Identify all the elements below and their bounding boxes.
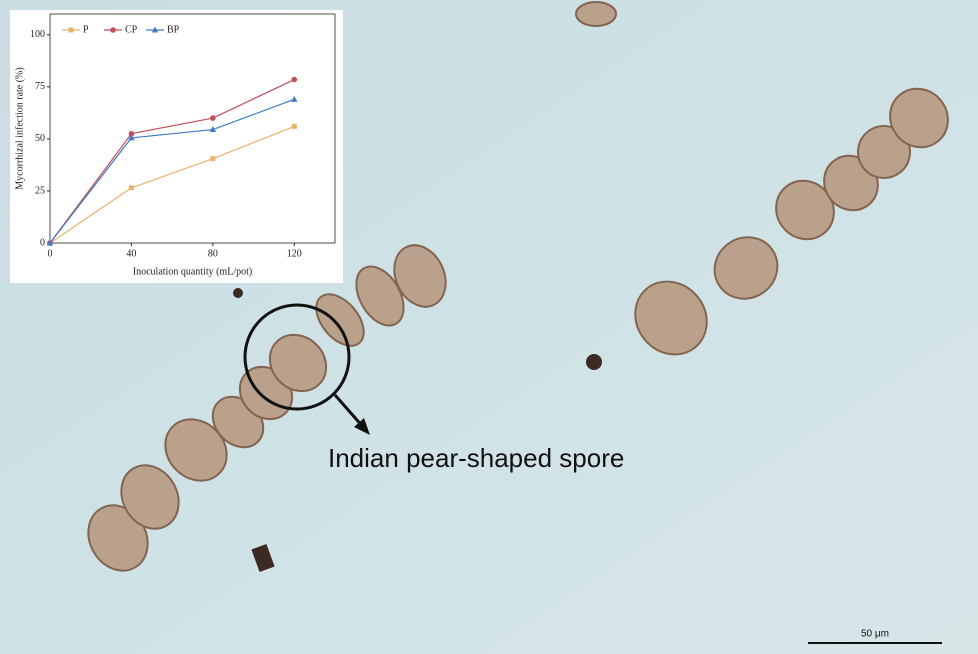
annotation: Indian pear-shaped spore (328, 443, 624, 473)
y-tick-label: 50 (35, 133, 45, 144)
data-point (129, 185, 134, 190)
y-tick-label: 0 (40, 237, 45, 248)
data-point (210, 115, 216, 121)
y-tick-label: 75 (35, 81, 45, 92)
y-tick-label: 100 (30, 29, 45, 40)
data-point (292, 124, 297, 129)
figure: Indian pear-shaped spore 50 μm 0 25 50 75 10… (0, 0, 978, 654)
x-axis-label: Inoculation quantity (mL/pot) (133, 266, 252, 277)
legend-label: BP (167, 24, 180, 35)
x-tick-label: 40 (126, 248, 136, 259)
chart-inset (10, 10, 343, 283)
y-axis-label: Mycorrhizal infection rate (%) (14, 67, 25, 189)
scale-bar-label: 50 μm (861, 629, 889, 640)
legend-marker (69, 28, 74, 33)
x-tick-label: 120 (287, 248, 302, 259)
legend-label: CP (125, 24, 138, 35)
x-tick-label: 80 (208, 248, 218, 259)
y-tick-label: 25 (35, 185, 45, 196)
data-point (291, 77, 297, 83)
page: Indian pear-shaped spore 50 μm 0 25 50 75 10… (0, 0, 978, 654)
data-point (210, 156, 215, 161)
legend-label: P (83, 24, 89, 35)
legend-marker (110, 27, 116, 33)
x-tick-label: 0 (48, 248, 53, 259)
